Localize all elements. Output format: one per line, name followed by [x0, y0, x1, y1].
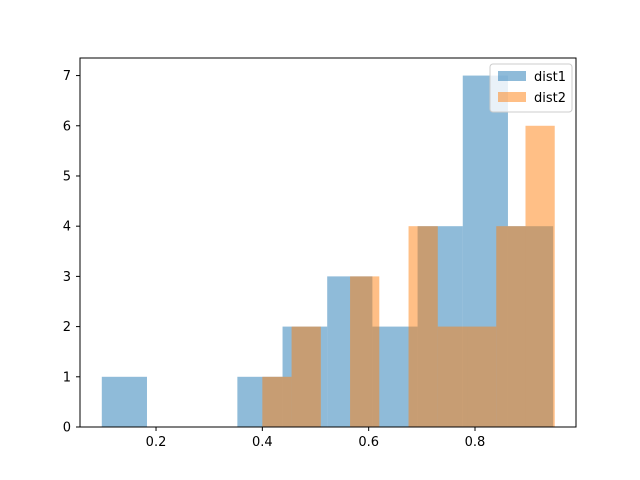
legend-swatch-dist1 — [498, 71, 526, 81]
x-tick-label: 0.6 — [358, 435, 379, 450]
y-tick-label: 0 — [63, 421, 71, 436]
series-dist2 — [262, 125, 555, 427]
bar-dist2-7 — [467, 326, 497, 427]
y-tick-label: 6 — [63, 119, 71, 134]
legend: dist1 dist2 — [489, 63, 573, 113]
bar-dist2-1 — [291, 326, 321, 427]
y-tick-label: 3 — [63, 270, 71, 285]
y-tick-label: 4 — [63, 220, 71, 235]
y-tick-label: 2 — [63, 320, 71, 335]
legend-label-dist1: dist1 — [534, 70, 566, 85]
bar-dist2-8 — [496, 226, 526, 427]
bars-layer — [101, 75, 555, 428]
bar-dist2-3 — [350, 276, 380, 427]
y-axis: 0 1 2 3 4 5 6 7 — [63, 69, 80, 436]
y-tick-label: 1 — [63, 370, 71, 385]
bar-dist2-6 — [437, 326, 468, 427]
y-tick-label: 5 — [63, 169, 71, 184]
bar-dist2-5 — [408, 226, 438, 427]
x-tick-label: 0.2 — [146, 435, 167, 450]
axes-frame — [79, 57, 577, 428]
legend-label-dist2: dist2 — [534, 91, 566, 106]
y-tick-label: 7 — [63, 69, 71, 84]
legend-swatch-dist2 — [498, 92, 526, 102]
bar-dist1-0 — [101, 376, 147, 427]
x-axis: 0.2 0.4 0.6 0.8 — [146, 427, 486, 450]
x-tick-label: 0.8 — [465, 435, 486, 450]
bar-dist2-0 — [262, 376, 292, 427]
bar-dist2-9 — [525, 125, 555, 427]
x-tick-label: 0.4 — [252, 435, 273, 450]
